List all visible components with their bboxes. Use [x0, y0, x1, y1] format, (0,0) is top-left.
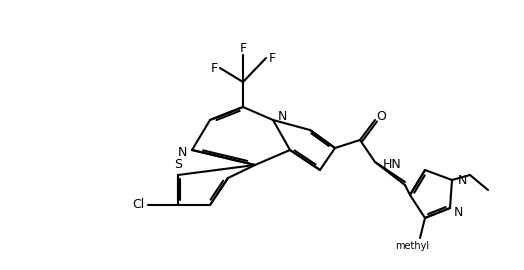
- Text: N: N: [454, 205, 463, 218]
- Text: N: N: [178, 147, 187, 160]
- Text: HN: HN: [383, 157, 402, 170]
- Text: S: S: [174, 158, 182, 171]
- Text: Cl: Cl: [132, 198, 144, 211]
- Text: F: F: [268, 52, 276, 65]
- Text: N: N: [458, 174, 467, 187]
- Text: N: N: [278, 110, 287, 123]
- Text: F: F: [211, 62, 217, 75]
- Text: F: F: [239, 42, 247, 56]
- Text: O: O: [376, 110, 386, 123]
- Text: methyl: methyl: [395, 241, 429, 251]
